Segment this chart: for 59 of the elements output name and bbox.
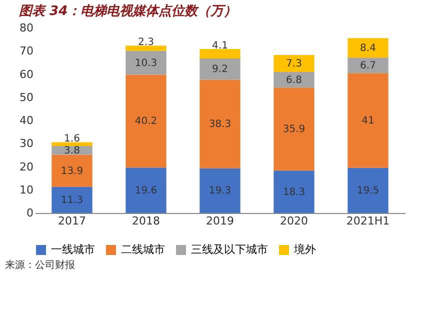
- y-tick-label: 10: [20, 183, 34, 196]
- bar: [274, 55, 314, 72]
- y-tick-label: 30: [20, 137, 34, 150]
- bar: [348, 73, 388, 168]
- data-label: 4.1: [212, 40, 228, 52]
- chart-title: 图表 34：电梯电视媒体点位数（万）: [19, 3, 237, 19]
- data-label: 19.5: [356, 185, 380, 196]
- x-tick-label: 2021H1: [346, 214, 390, 228]
- legend-label: 一线城市: [51, 243, 95, 256]
- data-label: 2.3: [138, 37, 154, 48]
- data-label: 3.8: [64, 145, 80, 156]
- bar: [348, 58, 388, 74]
- source-note: 来源：公司财报: [5, 259, 75, 271]
- legend-label: 三线及以下城市: [191, 243, 268, 256]
- bar: [274, 88, 314, 171]
- bar: [126, 50, 166, 75]
- bar: [200, 168, 240, 213]
- bar: [52, 186, 92, 213]
- x-tick-label: 2017: [58, 214, 86, 228]
- y-tick-label: 0: [26, 206, 34, 220]
- data-label: 6.8: [286, 74, 302, 86]
- bar: [348, 168, 388, 213]
- bar: [52, 142, 92, 146]
- bar: [200, 58, 240, 80]
- data-label: 11.3: [60, 194, 84, 206]
- data-label: 7.3: [286, 58, 302, 70]
- data-label: 10.3: [134, 58, 158, 69]
- data-label: 18.3: [282, 186, 306, 198]
- y-tick-label: 20: [20, 160, 34, 174]
- bar: [200, 49, 240, 59]
- bar: [200, 80, 240, 168]
- bar: [52, 154, 92, 187]
- legend-label: 二线城市: [121, 243, 165, 256]
- x-tick-label: 2018: [132, 214, 160, 228]
- bar: [126, 168, 166, 213]
- bar: [274, 72, 314, 88]
- bar: [348, 38, 388, 58]
- bar: [126, 46, 166, 51]
- data-label: 19.3: [208, 186, 232, 197]
- y-tick-label: 40: [20, 114, 34, 127]
- data-label: 40.2: [134, 116, 158, 128]
- data-label: 41: [362, 116, 374, 126]
- y-tick-label: 50: [20, 90, 34, 104]
- data-label: 38.3: [208, 119, 232, 130]
- data-label: 19.6: [134, 185, 158, 196]
- data-label: 1.6: [64, 134, 80, 145]
- data-label: 35.9: [282, 124, 306, 136]
- y-tick-label: 60: [20, 68, 34, 81]
- x-tick-label: 2019: [206, 214, 234, 228]
- y-tick-label: 80: [20, 22, 34, 34]
- data-label: 13.9: [60, 166, 84, 177]
- data-label: 6.7: [360, 60, 376, 72]
- x-tick-label: 2020: [280, 214, 308, 228]
- y-tick-label: 70: [20, 44, 34, 58]
- data-label: 8.4: [360, 42, 376, 54]
- bar: [126, 74, 166, 168]
- data-label: 9.2: [212, 64, 228, 76]
- legend-label: 境外: [293, 243, 316, 256]
- bar: [274, 170, 314, 213]
